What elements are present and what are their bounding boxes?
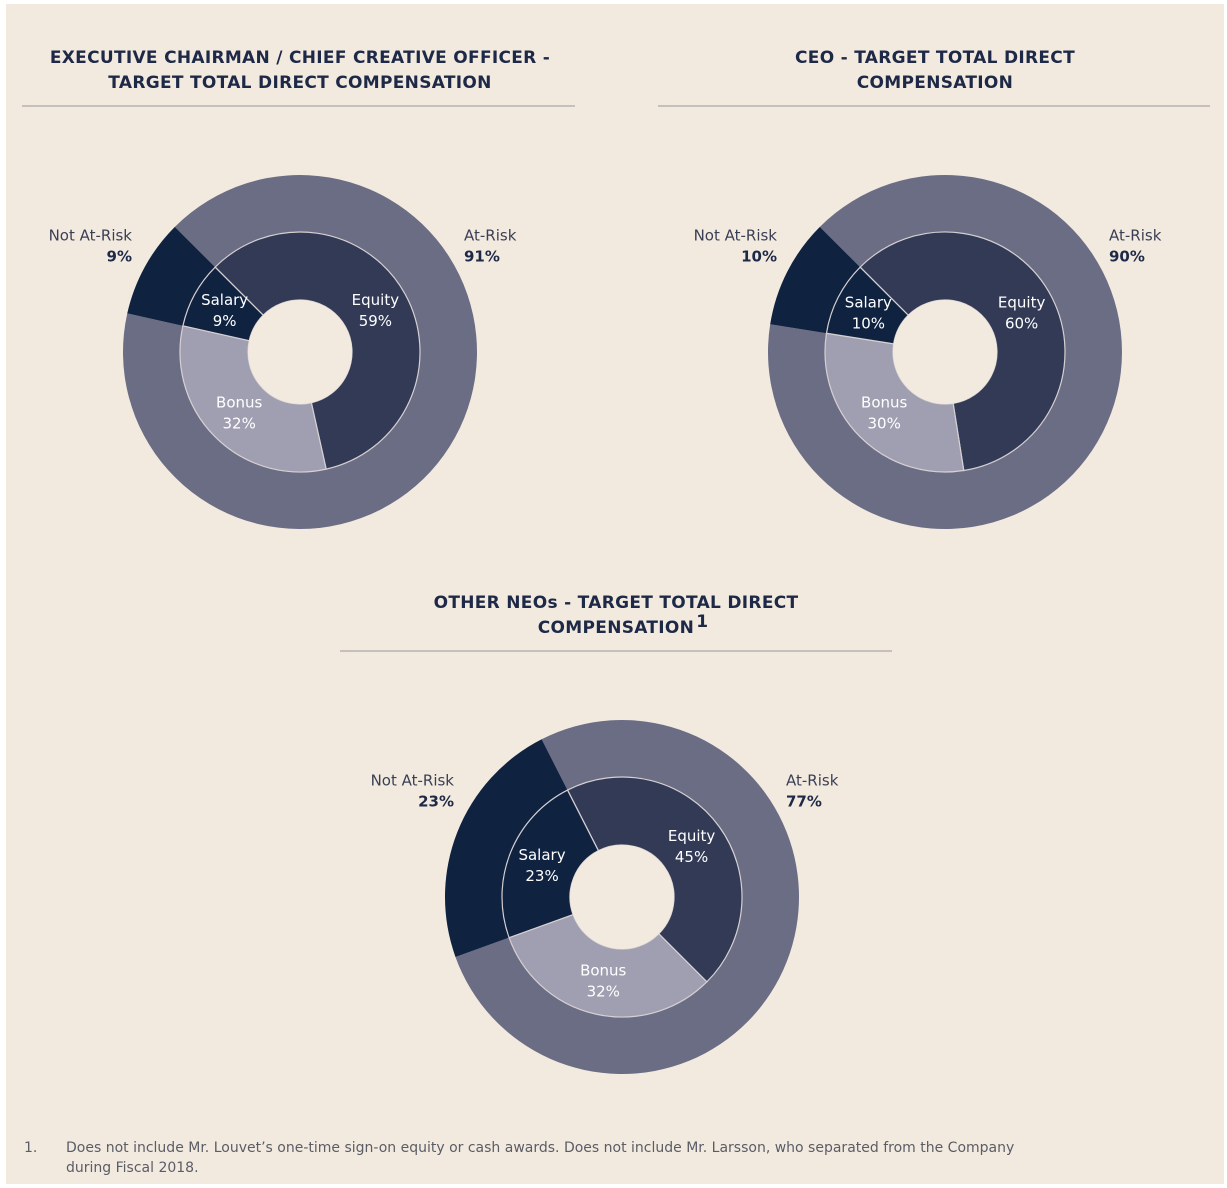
footnote-line: Does not include Mr. Louvet’s one-time s… — [66, 1140, 1014, 1156]
inner-value-label: 10% — [852, 314, 885, 332]
outer-value-label: 77% — [786, 793, 822, 811]
chart-title: CEO - TARGET TOTAL DIRECT — [795, 48, 1075, 68]
outer-value-label: 91% — [464, 248, 500, 266]
outer-segment — [127, 226, 216, 326]
donut-chart: EXECUTIVE CHAIRMAN / CHIEF CREATIVE OFFI… — [22, 48, 575, 529]
chart-title: TARGET TOTAL DIRECT COMPENSATION — [108, 73, 491, 93]
inner-value-label: 23% — [525, 867, 558, 885]
inner-value-label: 30% — [868, 414, 901, 432]
outer-label: At-Risk — [464, 227, 517, 245]
chart-title: COMPENSATION — [538, 618, 694, 638]
title-note: 1 — [696, 612, 708, 632]
donut-chart: CEO - TARGET TOTAL DIRECT COMPENSATION Equ… — [658, 48, 1210, 530]
outer-value-label: 90% — [1109, 248, 1145, 266]
inner-label: Bonus — [861, 393, 907, 411]
inner-value-label: 45% — [675, 848, 708, 866]
outer-segment — [768, 175, 1122, 530]
chart-title: OTHER NEOs - TARGET TOTAL DIRECT — [434, 593, 799, 613]
chart-title: EXECUTIVE CHAIRMAN / CHIEF CREATIVE OFFI… — [50, 48, 550, 68]
inner-label: Equity — [998, 293, 1046, 311]
inner-label: Salary — [845, 293, 892, 311]
inner-value-label: 32% — [223, 414, 256, 432]
outer-segment — [770, 226, 861, 334]
inner-label: Equity — [668, 827, 716, 845]
outer-label: Not At-Risk — [694, 227, 778, 245]
outer-value-label: 23% — [418, 793, 454, 811]
outer-label: Not At-Risk — [49, 227, 133, 245]
outer-label: Not At-Risk — [371, 772, 455, 790]
inner-value-label: 32% — [587, 982, 620, 1000]
outer-segment — [444, 739, 568, 957]
donut-chart: OTHER NEOs - TARGET TOTAL DIRECT COMPENSA… — [340, 593, 892, 1074]
donut-hole — [248, 300, 352, 404]
outer-value-label: 9% — [107, 248, 132, 266]
inner-label: Salary — [518, 846, 565, 864]
outer-segment — [123, 175, 477, 529]
inner-label: Bonus — [580, 961, 626, 979]
inner-segment — [824, 332, 965, 473]
inner-label: Salary — [201, 291, 248, 309]
footnote-marker: 1. — [24, 1140, 37, 1156]
donut-hole — [570, 845, 674, 949]
outer-label: At-Risk — [1109, 227, 1162, 245]
chart-title: COMPENSATION — [857, 73, 1013, 93]
inner-value-label: 60% — [1005, 314, 1038, 332]
inner-value-label: 9% — [213, 312, 237, 330]
inner-label: Equity — [352, 291, 400, 309]
inner-value-label: 59% — [359, 312, 392, 330]
footnote-line: during Fiscal 2018. — [66, 1160, 199, 1176]
donut-hole — [893, 300, 997, 404]
outer-label: At-Risk — [786, 772, 839, 790]
inner-label: Bonus — [216, 393, 262, 411]
outer-value-label: 10% — [741, 248, 777, 266]
outer-segment — [455, 719, 799, 1074]
